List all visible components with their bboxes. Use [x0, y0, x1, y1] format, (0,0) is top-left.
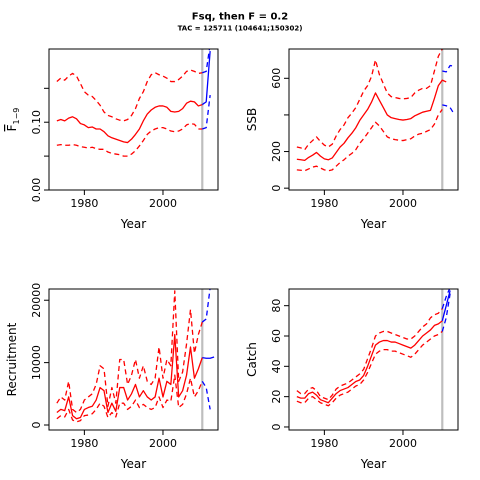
x-axis-label: Year [360, 217, 386, 231]
series-projection-lower-line [201, 380, 211, 410]
y-tick-label: 20000 [30, 283, 43, 318]
x-tick-label: 2000 [389, 197, 417, 210]
series-estimate-line [56, 333, 203, 420]
plot-frame [288, 48, 459, 191]
y-tick-label: 600 [270, 68, 283, 89]
x-axis-label: Year [120, 457, 146, 471]
series-lower-line [296, 330, 443, 407]
series-lines [296, 289, 451, 407]
plot-frame [288, 288, 459, 431]
y-tick-label: 0 [270, 185, 283, 192]
x-tick-label: 1980 [70, 197, 98, 210]
x-tick-label: 1980 [310, 437, 338, 450]
y-tick-label: 0 [270, 423, 283, 430]
x-axis-label: Year [120, 217, 146, 231]
series-lines [56, 49, 211, 157]
series-projection-line [441, 290, 451, 322]
x-tick-label: 2000 [149, 197, 177, 210]
y-tick-label: 0.00 [30, 178, 43, 203]
series-projection-line [201, 50, 211, 106]
figure-title: Fsq, then F = 0.2 [192, 12, 288, 23]
x-tick-label: 1980 [310, 197, 338, 210]
y-axis-label: Catch [245, 342, 259, 377]
y-tick-label: 80 [270, 299, 283, 313]
x-tick-label: 2000 [389, 437, 417, 450]
panel-ssb: 1980 2000 0 200 600 Year SSB [245, 48, 459, 231]
x-tick-label: 1980 [70, 437, 98, 450]
series-upper-line [56, 290, 203, 414]
series-projection-upper-line [441, 289, 451, 309]
y-tick-label: 200 [270, 141, 283, 162]
x-tick-label: 2000 [149, 437, 177, 450]
series-projection-line [202, 356, 215, 359]
series-upper-line [56, 69, 203, 122]
panel-catch: 1980 2000 0 20 40 60 80 Year Catch [245, 288, 459, 471]
y-tick-label: 40 [270, 359, 283, 373]
y-axis-label: Recruitment [5, 322, 19, 396]
y-axis-label-subscript: 1−9 [12, 108, 21, 125]
y-axis-label: F1−9 [5, 108, 21, 132]
y-axis-label-symbol: F [5, 124, 19, 131]
x-axis-label: Year [360, 457, 386, 471]
plot-frame [48, 288, 219, 431]
series-lines [296, 49, 455, 172]
series-projection-upper-line [442, 64, 455, 73]
y-tick-label: 0.10 [30, 110, 43, 135]
series-estimate-line [296, 79, 447, 161]
series-estimate-line [296, 320, 443, 404]
series-projection-lower-line [441, 293, 451, 332]
series-projection-upper-line [201, 289, 211, 323]
series-upper-line [296, 49, 443, 151]
series-lower-line [296, 109, 443, 172]
series-lower-line [56, 122, 203, 157]
series-upper-line [296, 308, 443, 401]
series-lines [56, 289, 215, 423]
plot-frame [48, 48, 219, 191]
y-tick-label: 0 [30, 422, 43, 429]
series-projection-upper-line [202, 49, 211, 74]
series-projection-lower-line [442, 104, 455, 115]
y-tick-label: 20 [270, 390, 283, 404]
y-axis-label: SSB [245, 108, 259, 131]
series-projection-lower-line [202, 95, 211, 130]
y-tick-label: 60 [270, 329, 283, 343]
y-tick-label: 10000 [30, 345, 43, 380]
series-lower-line [56, 374, 203, 423]
figure-subtitle: TAC = 125711 (104641;150302) [178, 25, 303, 33]
series-estimate-line [56, 100, 203, 144]
panel-fbar: 1980 2000 0.00 0.10 Year F1−9 [5, 48, 219, 231]
